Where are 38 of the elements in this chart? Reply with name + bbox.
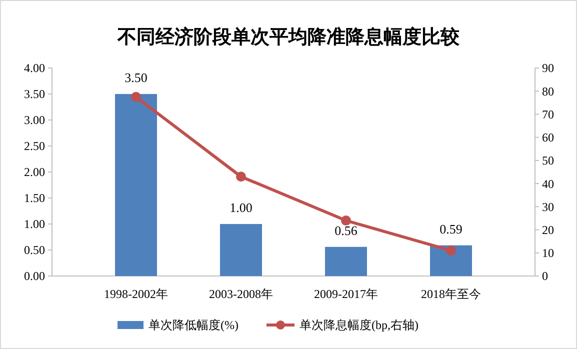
y-tick-label: 1.50 xyxy=(24,191,45,206)
y2-tick-label: 40 xyxy=(542,176,554,191)
x-tick-label: 1998-2002年 xyxy=(104,287,168,301)
y-tick-label: 4.00 xyxy=(24,61,45,76)
y-tick-label: 2.50 xyxy=(24,139,45,154)
y-tick-label: 0.00 xyxy=(24,269,45,284)
y-tick-label: 3.50 xyxy=(24,87,45,102)
y2-tick-label: 80 xyxy=(542,84,554,98)
bar xyxy=(220,224,262,276)
x-tick-label: 2018年至今 xyxy=(421,287,481,301)
y-tick-label: 1.00 xyxy=(24,217,45,232)
y-tick-label: 3.00 xyxy=(24,113,45,128)
y2-tick-label: 50 xyxy=(542,154,554,168)
point xyxy=(131,92,141,102)
chart-title: 不同经济阶段单次平均降准降息幅度比较 xyxy=(116,26,460,48)
legend-label: 单次降息幅度(bp,右轴) xyxy=(300,318,418,332)
bar xyxy=(430,245,472,276)
y2-tick-label: 90 xyxy=(542,61,554,76)
y2-tick-label: 0 xyxy=(542,269,548,284)
data-label: 3.50 xyxy=(124,70,148,85)
data-label: 0.59 xyxy=(440,221,462,236)
point xyxy=(341,216,351,226)
y-tick-label: 0.50 xyxy=(24,243,45,258)
y2-tick-label: 10 xyxy=(542,246,554,260)
bar xyxy=(115,94,157,276)
x-tick-label: 2003-2008年 xyxy=(209,287,273,301)
y-tick-label: 2.00 xyxy=(24,165,45,180)
x-tick-label: 2009-2017年 xyxy=(314,287,378,301)
y2-tick-label: 70 xyxy=(542,107,554,122)
y2-tick-label: 20 xyxy=(542,222,554,237)
legend-label: 单次降低幅度(%) xyxy=(148,318,238,332)
bar xyxy=(325,246,367,276)
point xyxy=(236,172,246,182)
point xyxy=(446,246,456,256)
data-label: 1.00 xyxy=(230,200,252,215)
y2-tick-label: 30 xyxy=(542,200,554,214)
data-label: 0.56 xyxy=(334,222,358,238)
y2-tick-label: 60 xyxy=(542,130,554,145)
